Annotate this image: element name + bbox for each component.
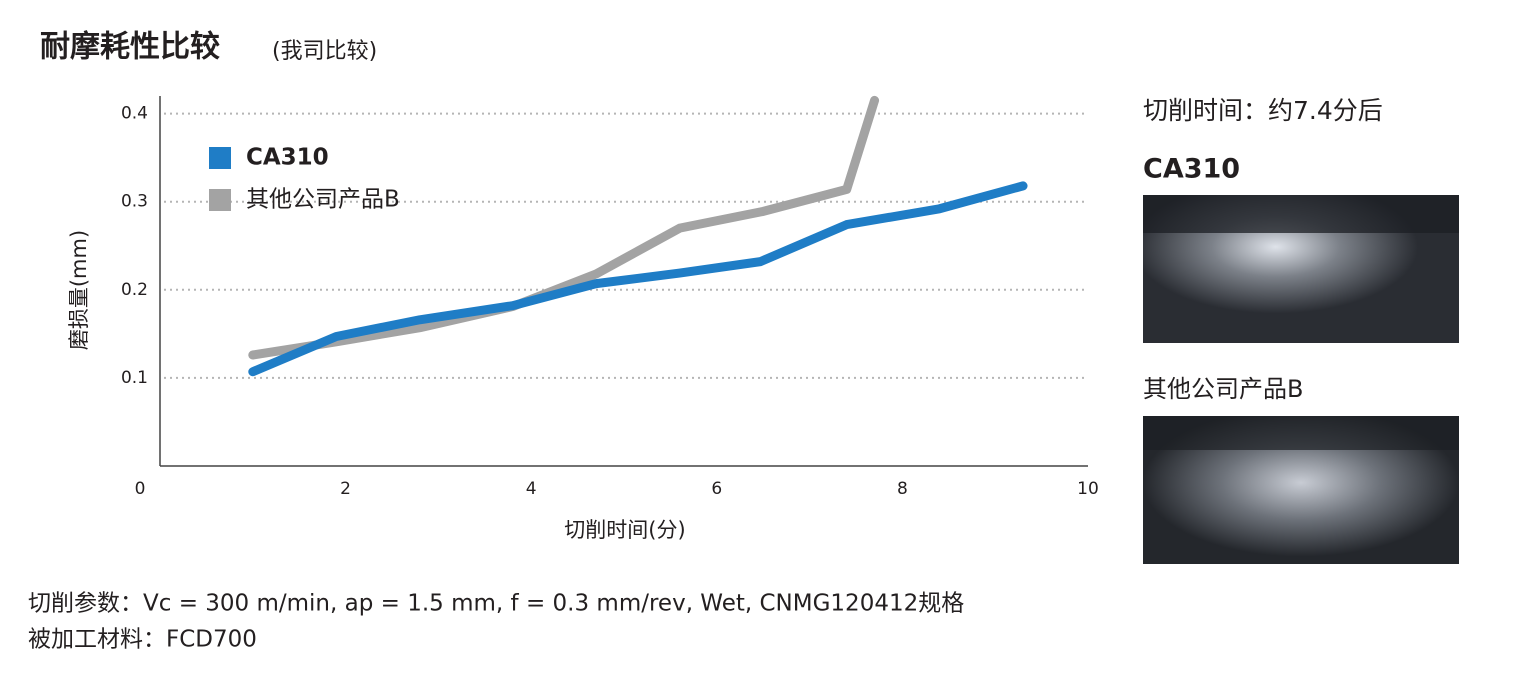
y-tick-label: 0.4 — [121, 104, 148, 124]
legend-label: 其他公司产品B — [246, 187, 400, 213]
chart-title: 耐摩耗性比较 — [40, 30, 220, 65]
photo-shade — [1143, 195, 1459, 233]
chart-subtitle: (我司比较) — [272, 39, 377, 64]
note: 被加工材料：FCD700 — [28, 627, 257, 653]
photo-shade — [1143, 416, 1459, 450]
data-line — [248, 181, 1028, 377]
panel-heading: 切削时间：约7.4分后 — [1143, 96, 1383, 125]
x-tick-label: 8 — [897, 479, 908, 499]
legend-label: CA310 — [246, 145, 329, 171]
image-label: CA310 — [1143, 154, 1240, 185]
x-tick-label: 4 — [526, 479, 537, 499]
y-axis-label: 磨损量(mm) — [67, 230, 91, 350]
note: 切削参数：Vc = 300 m/min, ap = 1.5 mm, f = 0.… — [28, 591, 964, 617]
data-line — [248, 95, 880, 360]
x-tick-label: 10 — [1077, 479, 1099, 499]
image-label: 其他公司产品B — [1143, 375, 1303, 403]
y-tick-label: 0.3 — [121, 192, 148, 212]
legend-swatch — [209, 147, 231, 169]
y-tick-label: 0.1 — [121, 368, 148, 388]
x-axis-label: 切削时间(分) — [564, 518, 685, 542]
legend-swatch — [209, 189, 231, 211]
x-tick-label: 0 — [135, 479, 146, 499]
x-tick-label: 6 — [711, 479, 722, 499]
x-tick-label: 2 — [340, 479, 351, 499]
y-tick-label: 0.2 — [121, 280, 148, 300]
